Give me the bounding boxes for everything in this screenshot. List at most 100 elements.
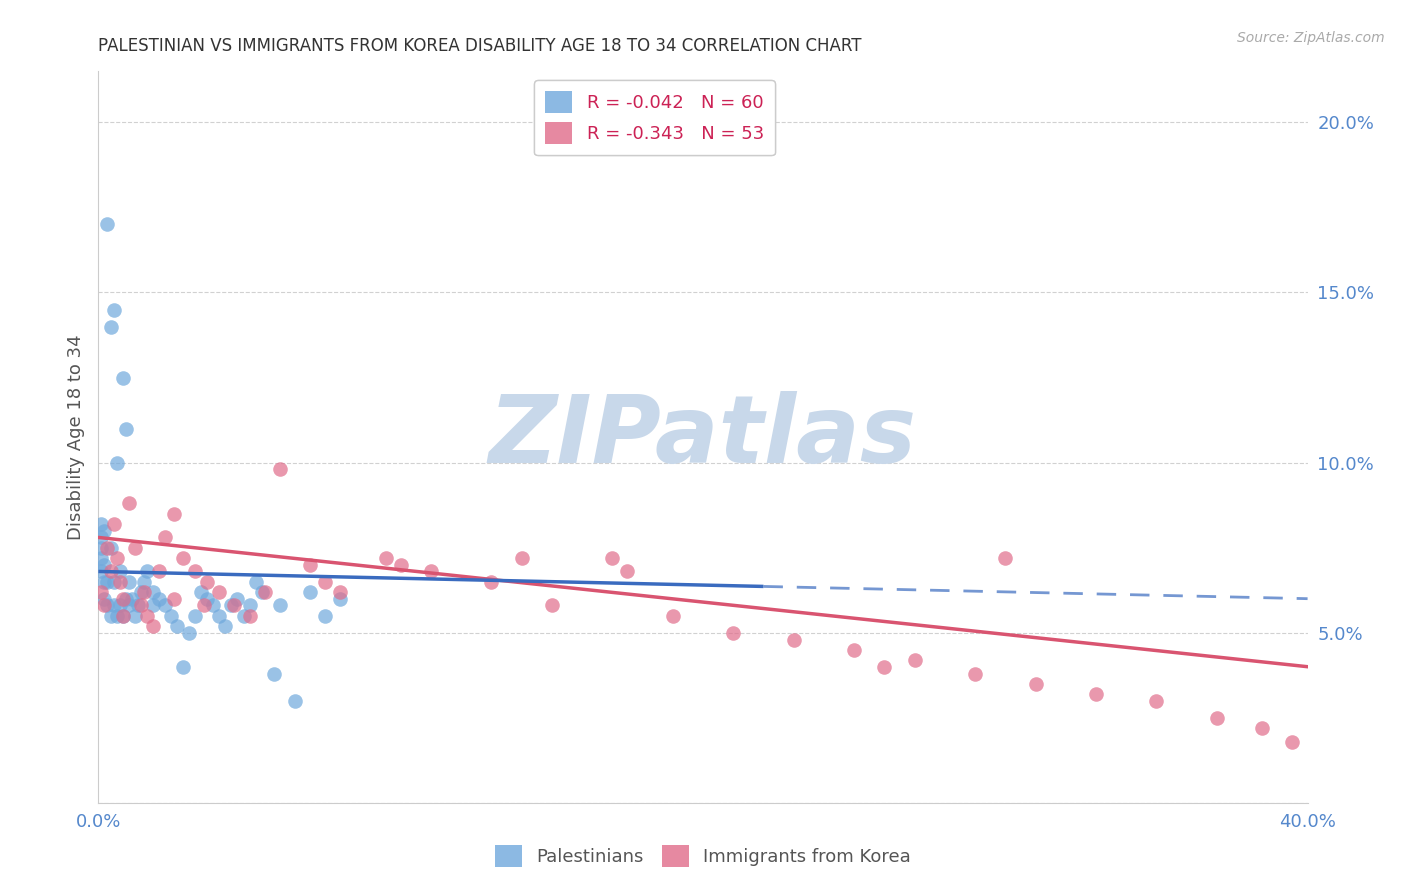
Point (90, 585, 112, 599)
Point (129, 585, 152, 599)
Point (105, 456, 128, 470)
Point (904, 653, 927, 667)
Point (105, 608, 128, 623)
Point (111, 370, 134, 384)
Point (127, 599, 149, 613)
Point (124, 608, 146, 623)
Point (129, 599, 152, 613)
Point (783, 632, 806, 647)
Point (221, 599, 243, 613)
Point (93, 599, 115, 613)
Point (284, 694, 307, 708)
Point (208, 585, 231, 599)
Point (111, 591, 134, 606)
Point (239, 599, 262, 613)
Point (226, 591, 249, 606)
Point (93, 524, 115, 538)
Point (190, 585, 212, 599)
Point (214, 619, 236, 633)
Point (100, 565, 122, 579)
Point (481, 574, 503, 589)
Point (100, 319, 122, 334)
Point (103, 599, 125, 613)
Point (844, 642, 866, 657)
Point (179, 625, 201, 640)
Point (142, 599, 165, 613)
Point (166, 619, 188, 633)
Point (1281, 734, 1303, 748)
Point (114, 421, 136, 435)
Point (245, 574, 267, 589)
Point (661, 608, 683, 623)
Point (250, 585, 273, 599)
Point (135, 565, 157, 579)
Point (153, 531, 176, 545)
Point (224, 599, 246, 613)
Point (873, 659, 896, 673)
Point (124, 541, 146, 555)
Point (602, 550, 624, 565)
Point (96, 574, 118, 589)
Point (160, 608, 183, 623)
Point (90, 550, 112, 565)
Point (93, 558, 115, 572)
Point (616, 565, 638, 579)
Point (100, 608, 122, 623)
Point (153, 599, 176, 613)
Point (723, 625, 745, 640)
Point (965, 666, 987, 681)
Point (232, 608, 254, 623)
Point (263, 666, 285, 681)
Point (540, 599, 562, 613)
Point (135, 608, 157, 623)
Point (93, 591, 115, 606)
Point (163, 507, 186, 521)
Point (142, 619, 165, 633)
Point (184, 565, 207, 579)
Point (148, 565, 170, 579)
Point (1144, 694, 1167, 708)
Point (90, 531, 112, 545)
Point (329, 591, 352, 606)
Point (510, 550, 533, 565)
Point (299, 558, 322, 572)
Point (142, 585, 165, 599)
Point (105, 550, 128, 565)
Text: PALESTINIAN VS IMMIGRANTS FROM KOREA DISABILITY AGE 18 TO 34 CORRELATION CHART: PALESTINIAN VS IMMIGRANTS FROM KOREA DIS… (98, 37, 862, 54)
Point (420, 565, 443, 579)
Point (239, 608, 262, 623)
Point (172, 550, 194, 565)
Point (148, 591, 170, 606)
Text: ZIPatlas: ZIPatlas (489, 391, 917, 483)
Point (108, 574, 131, 589)
Point (118, 496, 141, 510)
Point (103, 516, 125, 531)
Point (118, 599, 141, 613)
Point (374, 550, 396, 565)
Y-axis label: Disability Age 18 to 34: Disability Age 18 to 34 (66, 334, 84, 540)
Point (314, 608, 336, 623)
Point (96, 218, 118, 232)
Point (208, 608, 231, 623)
Point (329, 585, 352, 599)
Point (1024, 677, 1046, 691)
Point (269, 462, 291, 476)
Point (1085, 687, 1108, 701)
Point (184, 608, 207, 623)
Point (994, 550, 1017, 565)
Point (93, 574, 115, 589)
Point (269, 599, 291, 613)
Point (90, 516, 112, 531)
Point (103, 302, 125, 317)
Point (193, 599, 215, 613)
Point (389, 558, 412, 572)
Text: Source: ZipAtlas.com: Source: ZipAtlas.com (1237, 31, 1385, 45)
Point (90, 565, 112, 579)
Legend: Palestinians, Immigrants from Korea: Palestinians, Immigrants from Korea (488, 838, 918, 874)
Point (100, 541, 122, 555)
Point (163, 591, 186, 606)
Point (314, 574, 336, 589)
Point (103, 574, 125, 589)
Point (299, 585, 322, 599)
Point (111, 608, 134, 623)
